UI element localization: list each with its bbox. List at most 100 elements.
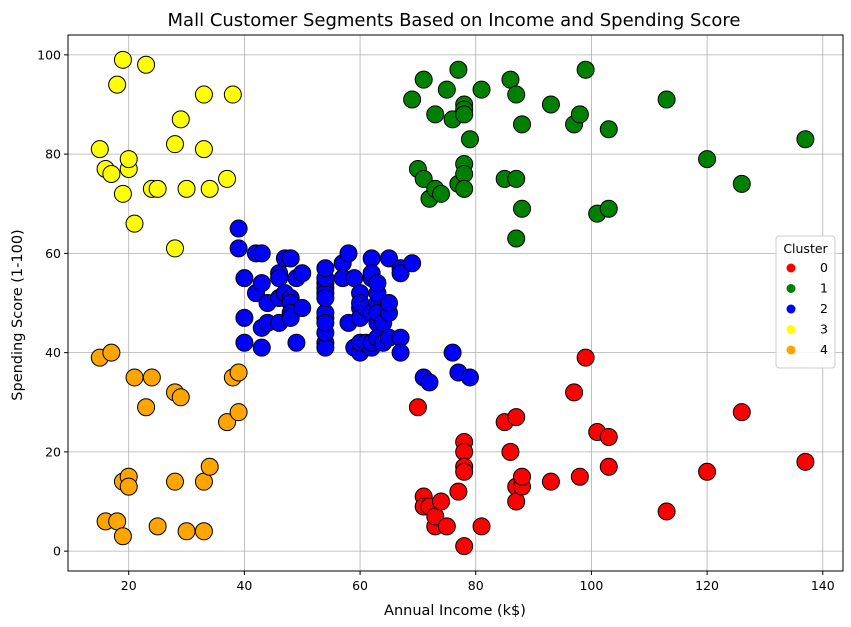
cluster-4-point xyxy=(125,368,144,387)
cluster-0-point xyxy=(576,348,595,367)
cluster-1-point xyxy=(460,130,479,149)
x-tick-label: 40 xyxy=(236,578,252,593)
cluster-1-point xyxy=(576,60,595,79)
cluster-2-point xyxy=(235,333,254,352)
cluster-1-point xyxy=(455,105,474,124)
chart-title: Mall Customer Segments Based on Income a… xyxy=(168,10,741,31)
cluster-2-point xyxy=(229,219,248,238)
cluster-0-point xyxy=(472,517,491,536)
y-axis-ticks: 0 20 40 60 80 100 xyxy=(37,47,68,559)
cluster-3-point xyxy=(113,50,132,69)
cluster-2-point xyxy=(379,249,398,268)
cluster-4-point xyxy=(142,368,161,387)
cluster-3-point xyxy=(194,140,213,159)
cluster-0-point xyxy=(513,467,532,486)
cluster-1-point xyxy=(732,174,751,193)
cluster-2-point xyxy=(379,294,398,312)
cluster-0-point xyxy=(599,428,618,446)
cluster-1-point xyxy=(437,80,456,99)
cluster-4-point xyxy=(113,527,132,546)
x-tick-label: 20 xyxy=(121,578,137,593)
cluster-1-point xyxy=(698,150,717,169)
cluster-1-point xyxy=(599,199,618,218)
cluster-2-point xyxy=(403,254,422,273)
cluster-1-point xyxy=(449,60,468,79)
cluster-2-point xyxy=(316,313,335,332)
cluster-1-point xyxy=(541,95,560,114)
cluster-2-point xyxy=(460,368,479,387)
cluster-1-point xyxy=(403,90,422,109)
y-tick-label: 80 xyxy=(45,147,61,162)
cluster-4-point xyxy=(177,522,196,541)
cluster-1-point xyxy=(513,115,532,134)
cluster-2-point xyxy=(391,343,410,362)
cluster-2-point xyxy=(252,244,271,263)
y-tick-label: 40 xyxy=(45,345,61,360)
y-tick-label: 60 xyxy=(45,246,61,261)
cluster-2-point xyxy=(281,308,300,327)
y-tick-label: 100 xyxy=(37,47,61,62)
cluster-4-point xyxy=(229,403,248,422)
cluster-3-point xyxy=(165,239,184,258)
cluster-0-point xyxy=(541,472,560,491)
cluster-0-point xyxy=(507,408,526,427)
cluster-3-point xyxy=(108,75,127,94)
legend-label-1: 1 xyxy=(820,281,828,296)
cluster-4-point xyxy=(218,413,237,432)
cluster-4-point xyxy=(194,522,213,541)
cluster-3-point xyxy=(148,179,167,198)
cluster-1-point xyxy=(426,105,445,124)
cluster-2-point xyxy=(229,239,248,258)
legend-entries: 0 1 2 3 4 xyxy=(786,260,828,357)
cluster-1-point xyxy=(472,80,491,99)
x-tick-label: 80 xyxy=(468,578,484,593)
cluster-1-point xyxy=(414,169,433,188)
y-tick-label: 0 xyxy=(53,544,61,559)
cluster-2-point xyxy=(293,298,312,317)
legend-label-0: 0 xyxy=(820,260,828,275)
cluster-4-point xyxy=(171,388,190,407)
cluster-0-point xyxy=(565,383,584,402)
cluster-0-point xyxy=(599,457,618,476)
cluster-2-point xyxy=(368,274,387,293)
cluster-3-point xyxy=(137,55,156,74)
cluster-2-point xyxy=(443,343,462,362)
x-axis-label: Annual Income (k$) xyxy=(384,603,526,619)
cluster-3-point xyxy=(90,140,109,159)
cluster-0-point xyxy=(432,492,451,511)
legend-marker-1 xyxy=(786,284,796,293)
cluster-2-point xyxy=(420,373,439,392)
legend-label-3: 3 xyxy=(820,322,828,337)
cluster-3-point xyxy=(119,150,138,169)
cluster-0-point xyxy=(455,537,474,556)
legend-label-4: 4 xyxy=(820,342,828,357)
cluster-2-point xyxy=(287,333,306,352)
cluster-4-point xyxy=(200,457,219,476)
cluster-1-point xyxy=(570,105,589,124)
cluster-2-point xyxy=(293,264,312,283)
cluster-1-point xyxy=(507,85,526,104)
legend: Cluster 0 1 2 3 4 xyxy=(775,235,836,369)
cluster-0-point xyxy=(796,452,815,471)
cluster-2-point xyxy=(235,269,254,288)
cluster-1-point xyxy=(432,184,451,203)
x-tick-label: 140 xyxy=(811,578,835,593)
cluster-3-point xyxy=(194,85,213,104)
cluster-1-point xyxy=(414,70,433,89)
cluster-1-point xyxy=(507,229,526,248)
cluster-0-point xyxy=(732,403,751,422)
cluster-1-point xyxy=(599,120,618,139)
cluster-4-point xyxy=(102,343,121,362)
legend-marker-0 xyxy=(786,263,796,273)
cluster-3-point xyxy=(218,169,237,188)
cluster-0-point xyxy=(657,502,676,521)
cluster-0-point xyxy=(501,442,520,461)
cluster-1-point xyxy=(657,90,676,109)
cluster-0-point xyxy=(437,517,456,536)
cluster-4-point xyxy=(119,477,138,496)
cluster-0-point xyxy=(698,462,717,481)
cluster-3-point xyxy=(223,85,242,104)
cluster-0-point xyxy=(408,398,427,417)
